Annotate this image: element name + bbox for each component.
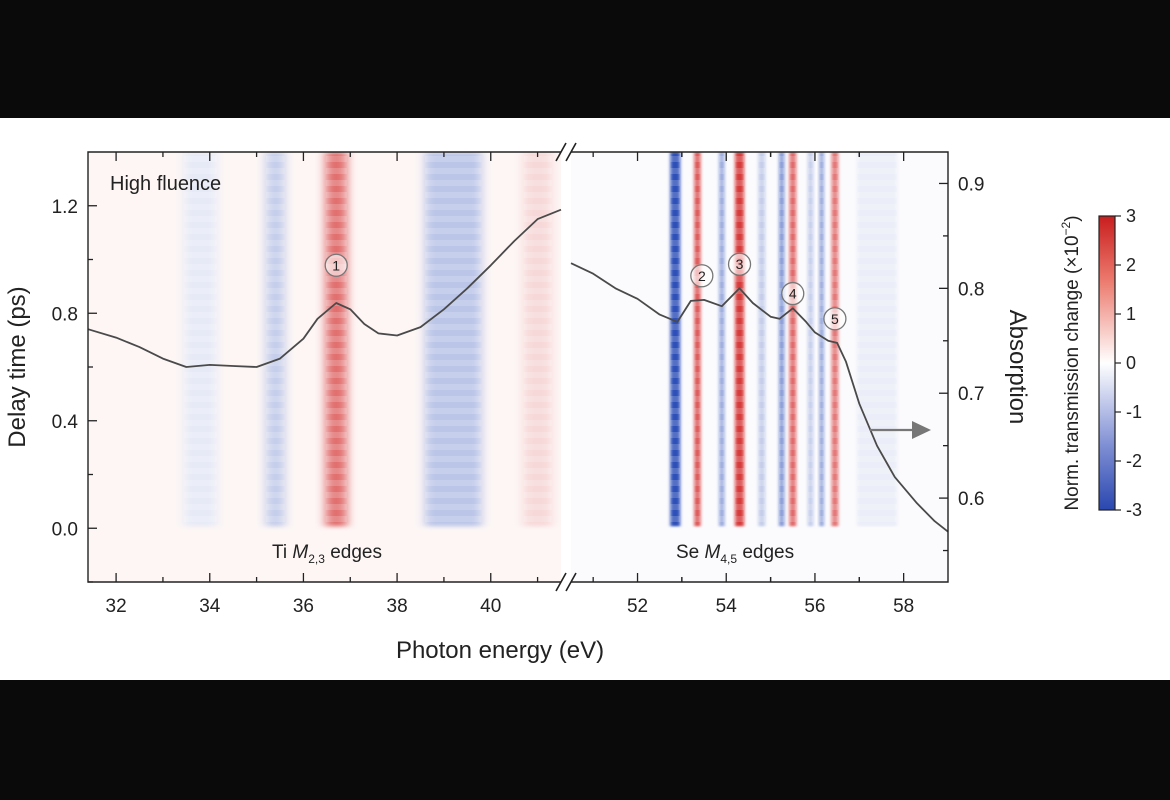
peak-label-5: 5 (831, 311, 839, 327)
peak-label-2: 2 (698, 268, 706, 284)
colorbar-tick-label: 3 (1126, 206, 1136, 226)
x-axis-label: Photon energy (eV) (396, 637, 604, 664)
band-texture-right-7 (807, 152, 814, 527)
peak-label-3: 3 (736, 256, 744, 272)
y2-tick-label: 0.8 (958, 279, 984, 300)
y-tick-label: 0.8 (52, 304, 78, 325)
band-texture-left-2 (325, 152, 347, 527)
colorbar-tick-label: -3 (1126, 500, 1142, 520)
x-tick-label: 52 (627, 596, 648, 617)
band-texture-right-0 (670, 152, 681, 527)
axis-break-mark (565, 142, 577, 162)
colorbar: 3 2 1 0 -1 -2 -3 Norm. transmission change (×1… (1059, 206, 1142, 520)
band-texture-right-6 (789, 152, 797, 527)
frame-right (571, 151, 949, 583)
colorbar-label: Norm. transmission change (×10−2) (1059, 215, 1083, 510)
y-tick-label: 0.0 (52, 519, 78, 540)
band-texture-right-8 (819, 152, 824, 527)
band-texture-right-9 (831, 152, 839, 527)
colorbar-tick-label: -1 (1126, 402, 1142, 422)
band-texture-right-2 (719, 152, 725, 527)
ti-edge-label: Ti M2,3 edges (272, 542, 382, 566)
band-texture-right-5 (779, 152, 785, 527)
band-texture-left-4 (523, 152, 552, 527)
peak-marker-2 (690, 264, 714, 288)
peak-label-4: 4 (789, 286, 797, 302)
peak-marker-4 (781, 281, 805, 306)
x-tick-label: 36 (293, 596, 314, 617)
absorption-curves (87, 208, 949, 533)
se-edge-label: Se M4,5 edges (676, 542, 794, 566)
x-tick-label: 34 (199, 596, 221, 617)
peak-marker-1 (324, 253, 348, 277)
band-texture-right-3 (735, 152, 744, 527)
heatmap-left (88, 152, 561, 582)
colorbar-gradient (1098, 215, 1116, 511)
peak-label-1: 1 (332, 257, 340, 273)
band-texture-right-4 (758, 152, 766, 527)
x-tick-label: 38 (387, 596, 408, 617)
axis-break-mark (555, 572, 567, 592)
axis-ticks: 32 34 36 38 40 52 54 56 580.00.40.81.20.60.70.80… (52, 152, 984, 617)
peak-marker-5 (823, 307, 847, 331)
y-tick-label: 0.4 (52, 412, 79, 433)
band-texture-left-3 (425, 152, 482, 527)
x-tick-label: 32 (106, 596, 127, 617)
peak-marker-3 (727, 252, 752, 276)
band-texture-right-10 (857, 152, 897, 527)
band-texture-left-0 (184, 152, 217, 527)
axis-break-mark (555, 142, 567, 162)
letterbox-top (0, 0, 1170, 118)
heatmap-right (571, 152, 948, 582)
x-tick-label: 56 (804, 596, 825, 617)
axis-break-mark (565, 572, 577, 592)
band-texture-left-1 (265, 152, 285, 527)
panel-label: High fluence (110, 173, 221, 195)
y-axis-label: Delay time (ps) (4, 286, 31, 447)
y2-tick-label: 0.6 (958, 489, 984, 510)
x-tick-label: 54 (716, 596, 738, 617)
absorption-curve-right (570, 262, 949, 533)
y2-tick-label: 0.9 (958, 174, 984, 195)
colorbar-tick-label: 2 (1126, 255, 1136, 275)
x-tick-label: 58 (893, 596, 914, 617)
peak-markers: 1 2 3 4 5 (324, 252, 847, 331)
y2-axis-label: Absorption (1004, 310, 1031, 425)
band-texture-right-1 (694, 152, 701, 527)
colorbar-tick-label: 1 (1126, 304, 1136, 324)
y2-tick-label: 0.7 (958, 384, 984, 405)
x-tick-label: 40 (480, 596, 501, 617)
colorbar-tick-label: 0 (1126, 353, 1136, 373)
absorption-arrow (870, 421, 931, 439)
colorbar-tick-label: -2 (1126, 451, 1142, 471)
absorption-curve-left (87, 208, 562, 368)
y-tick-label: 1.2 (52, 197, 78, 218)
letterbox-bottom (0, 680, 1170, 800)
